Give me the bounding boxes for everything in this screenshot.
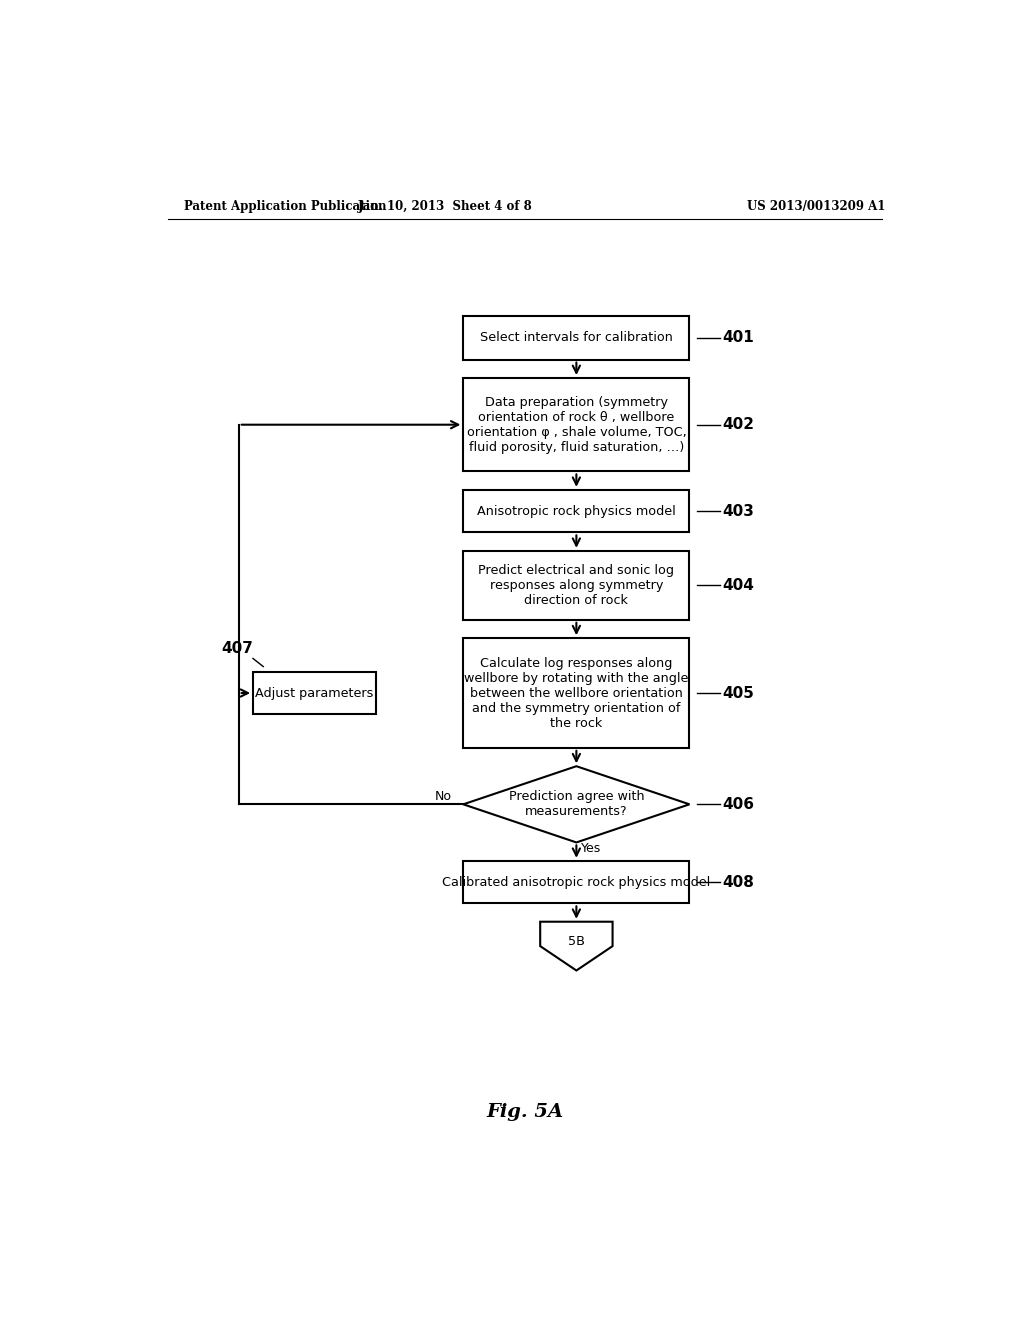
Text: Jan. 10, 2013  Sheet 4 of 8: Jan. 10, 2013 Sheet 4 of 8: [358, 199, 532, 213]
Text: Prediction agree with
measurements?: Prediction agree with measurements?: [509, 791, 644, 818]
FancyBboxPatch shape: [463, 490, 689, 532]
FancyBboxPatch shape: [463, 378, 689, 471]
Text: 408: 408: [722, 875, 754, 890]
Text: Patent Application Publication: Patent Application Publication: [183, 199, 386, 213]
Text: Yes: Yes: [581, 842, 601, 855]
Text: 407: 407: [221, 642, 253, 656]
Text: Anisotropic rock physics model: Anisotropic rock physics model: [477, 504, 676, 517]
Text: Calibrated anisotropic rock physics model: Calibrated anisotropic rock physics mode…: [442, 875, 711, 888]
FancyBboxPatch shape: [253, 672, 376, 714]
Text: 404: 404: [722, 578, 754, 593]
Polygon shape: [463, 766, 689, 842]
FancyBboxPatch shape: [463, 638, 689, 748]
Text: Select intervals for calibration: Select intervals for calibration: [480, 331, 673, 345]
Text: Adjust parameters: Adjust parameters: [255, 686, 374, 700]
Text: Fig. 5A: Fig. 5A: [486, 1102, 563, 1121]
Text: 401: 401: [722, 330, 754, 346]
FancyBboxPatch shape: [463, 861, 689, 903]
Text: Calculate log responses along
wellbore by rotating with the angle
between the we: Calculate log responses along wellbore b…: [464, 656, 688, 730]
Text: 402: 402: [722, 417, 754, 432]
Text: Predict electrical and sonic log
responses along symmetry
direction of rock: Predict electrical and sonic log respons…: [478, 564, 675, 607]
Text: 403: 403: [722, 504, 754, 519]
FancyBboxPatch shape: [463, 550, 689, 620]
Text: 5B: 5B: [568, 935, 585, 948]
Polygon shape: [541, 921, 612, 970]
FancyBboxPatch shape: [463, 315, 689, 359]
Text: 406: 406: [722, 797, 754, 812]
Text: No: No: [434, 789, 452, 803]
Text: US 2013/0013209 A1: US 2013/0013209 A1: [748, 199, 886, 213]
Text: Data preparation (symmetry
orientation of rock θ , wellbore
orientation φ , shal: Data preparation (symmetry orientation o…: [467, 396, 686, 454]
Text: 405: 405: [722, 685, 754, 701]
